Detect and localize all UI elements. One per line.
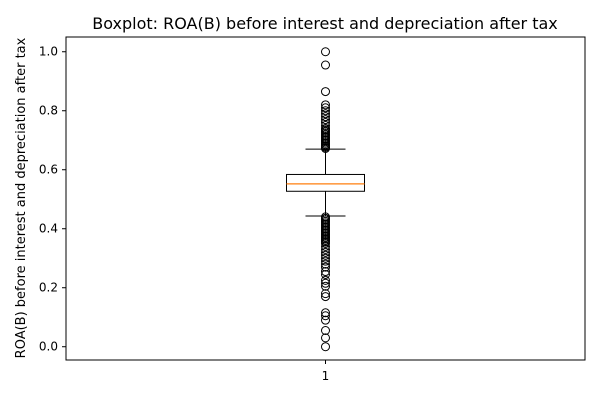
outlier-point xyxy=(321,259,330,269)
chart-title: Boxplot: ROA(B) before interest and depr… xyxy=(92,14,558,33)
outlier-point xyxy=(321,326,330,336)
outlier-point xyxy=(321,250,330,260)
iqr-box xyxy=(286,173,365,192)
outlier-point xyxy=(321,308,330,318)
outlier-point xyxy=(321,333,330,343)
outlier-point xyxy=(321,103,330,113)
outlier-point xyxy=(321,100,330,110)
outlier-point xyxy=(321,123,330,133)
outlier-point xyxy=(321,256,330,266)
y-tick-label: 0.4 xyxy=(39,222,58,236)
outlier-point xyxy=(321,241,330,251)
x-tick-label: 1 xyxy=(322,369,330,383)
outlier-point xyxy=(321,212,330,222)
outlier-point xyxy=(321,278,330,288)
outlier-point xyxy=(321,112,330,122)
y-axis-label: ROA(B) before interest and depreciation … xyxy=(14,37,29,358)
outlier-point xyxy=(321,342,330,352)
outlier-point xyxy=(321,262,330,272)
outlier-point xyxy=(321,47,330,57)
outlier-point xyxy=(321,120,330,130)
outlier-point xyxy=(321,289,330,299)
outlier-point xyxy=(321,60,330,70)
outlier-point xyxy=(321,87,330,97)
outlier-point xyxy=(321,292,330,302)
y-tick-label: 0.2 xyxy=(39,281,58,295)
outlier-point xyxy=(321,244,330,254)
outlier-point xyxy=(321,247,330,257)
outlier-point xyxy=(321,115,330,125)
outlier-point xyxy=(321,315,330,325)
outlier-point xyxy=(321,267,330,277)
outlier-point xyxy=(321,109,330,119)
y-tick-label: 0.0 xyxy=(39,340,58,354)
y-tick-label: 0.8 xyxy=(39,104,58,118)
outlier-point xyxy=(321,275,330,285)
outlier-point xyxy=(321,281,330,291)
y-tick-label: 0.6 xyxy=(39,163,58,177)
axes-frame xyxy=(65,36,586,361)
plot-area: 0.0 0.2 0.4 0.6 0.8 1.0 1 xyxy=(39,36,586,383)
outlier-point xyxy=(321,106,330,116)
outlier-point xyxy=(321,118,330,128)
outlier-point xyxy=(321,269,330,279)
outlier-point xyxy=(321,311,330,321)
y-tick-label: 1.0 xyxy=(39,45,58,59)
outlier-point xyxy=(321,253,330,263)
